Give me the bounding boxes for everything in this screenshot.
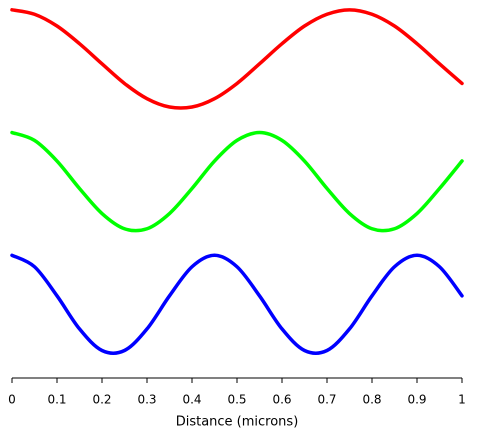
line-series — [10, 130, 464, 233]
line-series — [10, 8, 464, 110]
x-tick-label: 0.9 — [407, 393, 426, 407]
x-tick-label: 0.6 — [272, 393, 291, 407]
x-tick-label: 1 — [458, 393, 466, 407]
x-tick-label: 0.2 — [92, 393, 111, 407]
x-tick-label: 0.5 — [227, 393, 246, 407]
x-tick-label: 0.7 — [317, 393, 336, 407]
x-tick-label: 0.4 — [182, 393, 201, 407]
x-axis-label: Distance (microns) — [176, 415, 299, 430]
x-tick-label: 0.1 — [47, 393, 66, 407]
x-tick-label: 0.3 — [137, 393, 156, 407]
x-tick-label: 0 — [8, 393, 16, 407]
line-series — [10, 253, 464, 355]
x-tick-label: 0.8 — [362, 393, 381, 407]
